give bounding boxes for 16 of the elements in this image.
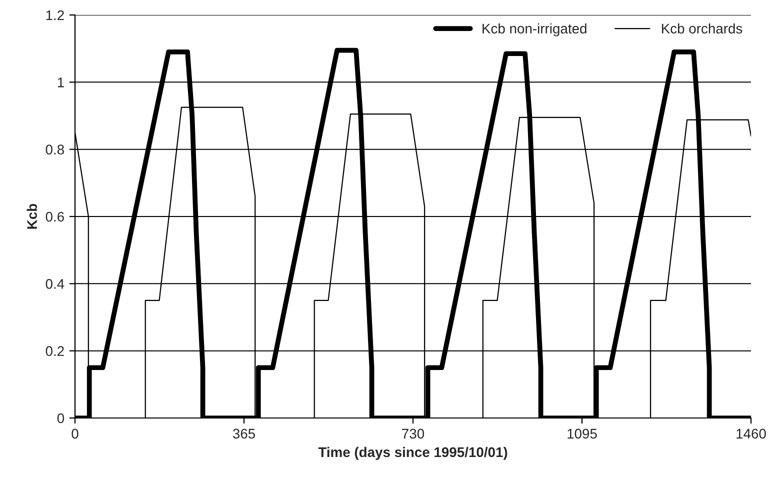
y-tick-label: 0.4 xyxy=(46,279,64,289)
legend-label: Kcb non-irrigated xyxy=(482,23,586,36)
y-tick-label: 0.8 xyxy=(46,144,64,155)
legend-label: Kcb orchards xyxy=(662,23,742,34)
y-axis-title: Kcb xyxy=(26,204,37,229)
x-axis-title: Time (days since 1995/10/01) xyxy=(318,446,508,460)
y-tick-label: 1.2 xyxy=(46,10,64,20)
y-tick-label: 0 xyxy=(57,413,64,424)
x-tick-label: 1095 xyxy=(568,428,597,439)
x-tick-label: 730 xyxy=(402,428,424,439)
y-tick-label: 1 xyxy=(58,78,64,88)
x-tick-label: 0 xyxy=(72,428,78,439)
y-tick-label: 0.2 xyxy=(46,346,64,356)
x-tick-label: 365 xyxy=(232,428,256,439)
y-tick-label: 0.6 xyxy=(46,212,64,222)
x-tick-label: 1460 xyxy=(736,428,766,439)
